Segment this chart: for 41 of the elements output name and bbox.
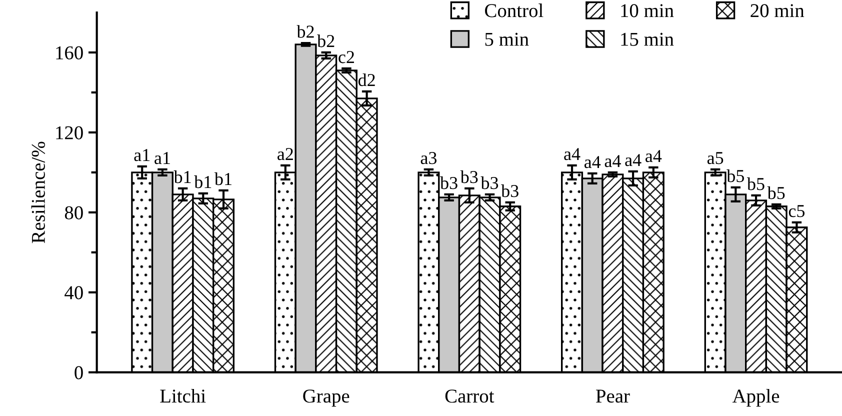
data-label: a4 xyxy=(646,150,662,162)
data-label: a3 xyxy=(420,152,437,164)
data-label: a2 xyxy=(278,148,293,160)
data-label: a1 xyxy=(134,149,150,162)
data-label: b1 xyxy=(194,175,212,188)
y-tick-label: 160 xyxy=(56,46,83,60)
x-tick-label: Pear xyxy=(596,390,630,403)
data-label: b3 xyxy=(480,176,498,190)
data-label: b5 xyxy=(726,169,744,182)
data-label: b1 xyxy=(174,170,191,184)
data-label: a4 xyxy=(584,156,601,168)
data-label: d2 xyxy=(358,73,375,86)
x-tick-label: Litchi xyxy=(160,388,206,403)
data-label: b5 xyxy=(767,186,785,200)
data-label: c2 xyxy=(338,51,354,64)
data-label: c5 xyxy=(788,205,805,218)
x-tick-label: Apple xyxy=(732,388,780,407)
data-label: b2 xyxy=(296,25,314,38)
legend-label: 5 min xyxy=(485,32,529,46)
data-label: a4 xyxy=(604,155,621,168)
legend-label: 20 min xyxy=(750,4,804,18)
y-tick-label: 0 xyxy=(74,366,83,380)
data-label: b1 xyxy=(214,172,232,186)
data-label: a1 xyxy=(154,152,170,164)
legend-label: Control xyxy=(485,4,544,18)
x-tick-label: Carrot xyxy=(445,390,494,403)
data-label: b2 xyxy=(317,34,334,48)
legend-label: 10 min xyxy=(621,4,674,18)
y-tick-label: 80 xyxy=(64,206,83,220)
y-tick-label: 40 xyxy=(64,286,83,300)
legend-label: 15 min xyxy=(621,32,674,46)
data-label: b5 xyxy=(746,177,764,190)
x-tick-label: Grape xyxy=(303,390,350,407)
data-label: a4 xyxy=(564,148,580,160)
y-axis-title: Resilience/% xyxy=(31,142,46,244)
data-label: b3 xyxy=(440,176,458,190)
data-label: b3 xyxy=(501,184,518,198)
data-label: b3 xyxy=(460,170,478,184)
data-label: a5 xyxy=(707,152,724,164)
data-label: a4 xyxy=(625,154,642,166)
y-tick-label: 120 xyxy=(56,126,83,140)
